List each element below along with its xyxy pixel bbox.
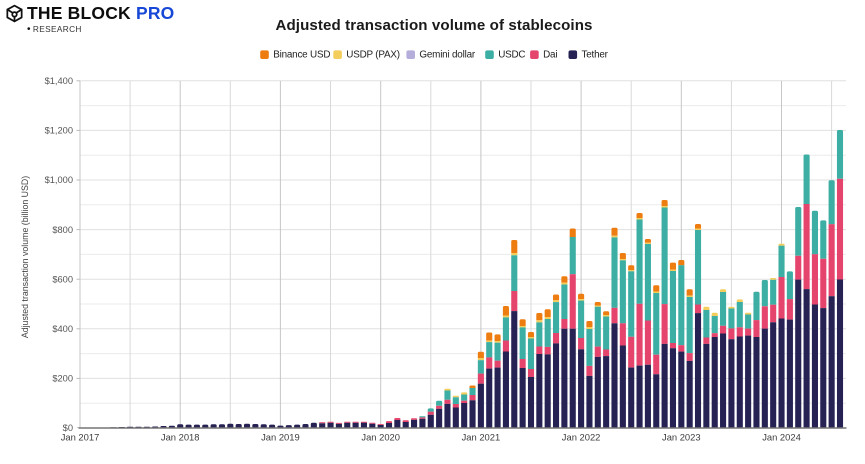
svg-text:Jan 2020: Jan 2020 bbox=[361, 432, 400, 443]
svg-text:Dai: Dai bbox=[543, 50, 557, 61]
svg-text:$0: $0 bbox=[63, 423, 73, 433]
svg-text:Jan 2018: Jan 2018 bbox=[161, 432, 200, 443]
svg-text:USDC: USDC bbox=[498, 50, 525, 61]
svg-text:Jan 2022: Jan 2022 bbox=[562, 432, 601, 443]
svg-text:$200: $200 bbox=[52, 374, 73, 384]
svg-text:Jan 2024: Jan 2024 bbox=[762, 432, 801, 443]
svg-text:$400: $400 bbox=[52, 324, 73, 334]
svg-text:USDP (PAX): USDP (PAX) bbox=[346, 50, 400, 61]
svg-text:Jan 2017: Jan 2017 bbox=[61, 432, 100, 443]
svg-text:Binance USD: Binance USD bbox=[273, 50, 330, 61]
svg-text:Jan 2023: Jan 2023 bbox=[662, 432, 701, 443]
svg-text:Adjusted transaction volume (b: Adjusted transaction volume (billion USD… bbox=[20, 176, 30, 338]
svg-text:$1,200: $1,200 bbox=[45, 126, 73, 136]
svg-text:Jan 2021: Jan 2021 bbox=[462, 432, 501, 443]
svg-text:$600: $600 bbox=[52, 274, 73, 284]
svg-text:Gemini dollar: Gemini dollar bbox=[419, 50, 475, 61]
svg-text:$1,400: $1,400 bbox=[45, 76, 73, 86]
svg-text:$1,000: $1,000 bbox=[45, 175, 73, 185]
svg-text:Jan 2019: Jan 2019 bbox=[261, 432, 300, 443]
svg-text:Tether: Tether bbox=[582, 50, 609, 61]
svg-text:$800: $800 bbox=[52, 225, 73, 235]
